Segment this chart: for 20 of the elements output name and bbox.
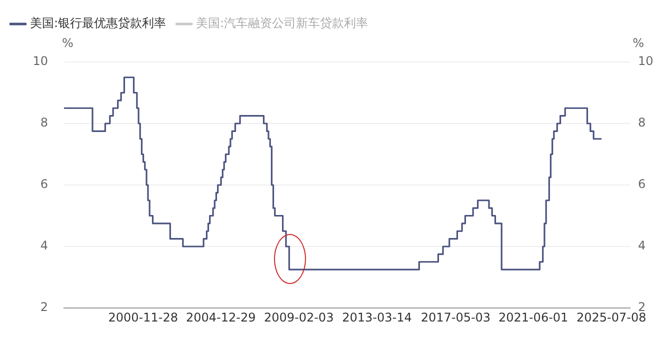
y2-tick-label: 8 bbox=[638, 116, 646, 130]
y2-axis-title: % bbox=[632, 36, 644, 50]
y-tick-label: 4 bbox=[40, 238, 48, 253]
y2-tick-label: 10 bbox=[638, 54, 654, 68]
y-tick-label: 10 bbox=[32, 54, 48, 68]
y2-tick-label: 6 bbox=[638, 177, 646, 192]
x-tick-label: 2017-05-03 bbox=[420, 310, 491, 324]
x-tick-label: 2000-11-28 bbox=[108, 310, 178, 324]
x-tick-label: 2025-07-08 bbox=[576, 310, 646, 324]
legend-label: 美国:汽车融资公司新车贷款利率 bbox=[196, 16, 368, 30]
y-axis-title: % bbox=[62, 36, 74, 50]
x-tick-label: 2021-06-01 bbox=[498, 310, 568, 324]
legend-label: 美国:银行最优惠贷款利率 bbox=[30, 16, 166, 30]
y-tick-label: 8 bbox=[40, 116, 48, 130]
y-tick-label: 6 bbox=[40, 177, 48, 192]
y2-tick-label: 4 bbox=[638, 238, 646, 253]
x-tick-label: 2004-12-29 bbox=[186, 310, 256, 324]
x-tick-label: 2009-02-03 bbox=[264, 310, 334, 324]
y-tick-label: 2 bbox=[40, 300, 48, 314]
x-tick-label: 2013-03-14 bbox=[342, 310, 412, 324]
